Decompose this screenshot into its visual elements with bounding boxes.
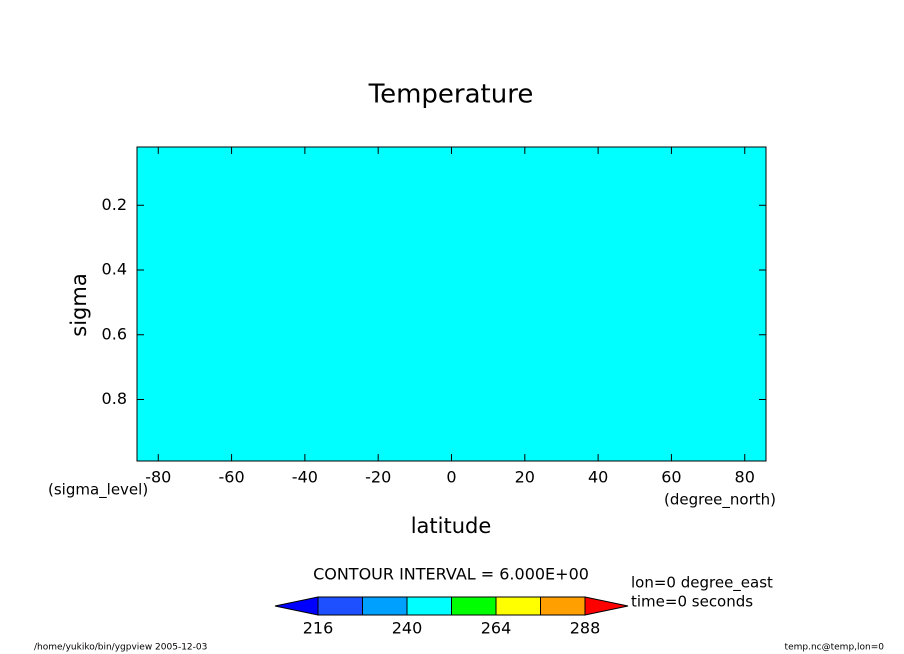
colorbar-segment xyxy=(540,596,586,616)
colorbar-label: 288 xyxy=(570,619,601,638)
colorbar-segment xyxy=(495,596,541,616)
y-axis-label: sigma xyxy=(67,273,91,336)
x-tick-label: 20 xyxy=(515,468,535,487)
contour-interval: CONTOUR INTERVAL = 6.000E+00 xyxy=(313,565,589,584)
x-tick-label: -80 xyxy=(145,468,171,487)
colorbar-segment xyxy=(451,596,497,616)
colorbar-label: 264 xyxy=(481,619,512,638)
annotation: time=0 seconds xyxy=(631,593,753,611)
x-tick-label: 40 xyxy=(588,468,608,487)
contour-fill xyxy=(136,146,767,462)
x-axis-label: latitude xyxy=(411,514,492,538)
colorbar-low xyxy=(274,596,319,616)
colorbar-segment xyxy=(362,596,408,616)
chart-title: Temperature xyxy=(368,80,534,110)
x-tick-label: -20 xyxy=(365,468,391,487)
y-tick-label: 0.6 xyxy=(102,324,127,343)
x-tick-label: 60 xyxy=(661,468,681,487)
y-tick-label: 0.4 xyxy=(102,260,127,279)
footer: /home/yukiko/bin/ygpview 2005-12-03 xyxy=(34,643,207,653)
x-tick-label: 80 xyxy=(735,468,755,487)
colorbar-high xyxy=(584,596,629,616)
colorbar-segment xyxy=(317,596,363,616)
colorbar-label: 216 xyxy=(303,619,334,638)
colorbar-label: 240 xyxy=(392,619,423,638)
x-tick-label: 0 xyxy=(446,468,456,487)
annotation: lon=0 degree_east xyxy=(631,574,773,593)
footer: temp.nc@temp,lon=0 xyxy=(785,643,885,653)
x-tick-label: -40 xyxy=(292,468,318,487)
y-tick-label: 0.2 xyxy=(102,195,127,214)
x-axis-units: (degree_north) xyxy=(664,491,776,510)
y-tick-label: 0.8 xyxy=(102,389,127,408)
colorbar-segment xyxy=(406,596,452,616)
y-axis-units: (sigma_level) xyxy=(48,481,148,500)
x-tick-label: -60 xyxy=(218,468,244,487)
